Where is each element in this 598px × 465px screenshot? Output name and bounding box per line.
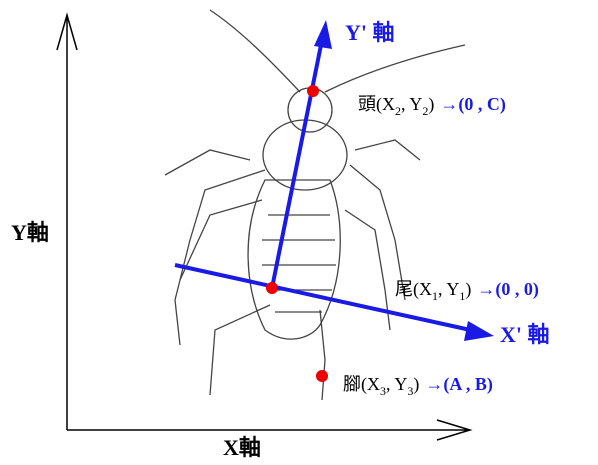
xy-axes bbox=[57, 15, 470, 440]
x-axis-label: X軸 bbox=[223, 435, 261, 460]
point-label: 尾(X1, Y1)→(0 , 0) bbox=[395, 279, 539, 303]
mapped-coord: →(0 , 0) bbox=[477, 279, 539, 300]
label-part: , Y bbox=[438, 279, 459, 299]
label-part: 尾(X bbox=[395, 279, 432, 300]
head-dot bbox=[307, 85, 319, 97]
mapped-coord: →(A , B) bbox=[425, 374, 493, 395]
diagram: Y軸 X軸 Y' 軸 X' 軸 頭(X2, Y2)→(0 , C)尾(X1, Y… bbox=[0, 0, 598, 465]
leg-dot bbox=[316, 370, 328, 382]
x-prime-label: X' 軸 bbox=[500, 322, 550, 347]
y-axis-label: Y軸 bbox=[11, 220, 49, 245]
label-part: ) bbox=[413, 374, 419, 395]
point-label: 頭(X2, Y2)→(0 , C) bbox=[358, 94, 506, 118]
label-part: ) bbox=[465, 279, 471, 300]
mapped-coord: →(0 , C) bbox=[440, 94, 506, 115]
label-part: , Y bbox=[386, 374, 407, 394]
label-part: , Y bbox=[401, 94, 422, 114]
point-labels: 頭(X2, Y2)→(0 , C)尾(X1, Y1)→(0 , 0)腳(X3, … bbox=[343, 94, 539, 398]
label-part: 腳(X bbox=[343, 374, 380, 395]
label-part: 頭(X bbox=[358, 94, 395, 115]
point-label: 腳(X3, Y3)→(A , B) bbox=[343, 374, 493, 398]
label-part: ) bbox=[428, 94, 434, 115]
tail-dot bbox=[266, 282, 278, 294]
y-prime-label: Y' 軸 bbox=[345, 20, 395, 45]
